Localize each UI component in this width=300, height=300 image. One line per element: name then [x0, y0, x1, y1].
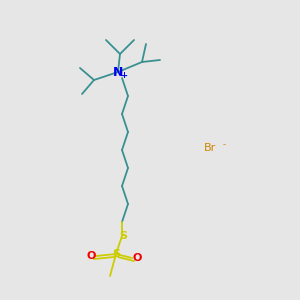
Text: +: + [121, 71, 128, 80]
Text: S: S [112, 249, 120, 259]
Text: N: N [113, 65, 123, 79]
Text: Br: Br [204, 143, 216, 153]
Text: O: O [86, 251, 96, 261]
Text: S: S [119, 231, 127, 241]
Text: O: O [132, 253, 142, 263]
Text: -: - [223, 140, 226, 149]
